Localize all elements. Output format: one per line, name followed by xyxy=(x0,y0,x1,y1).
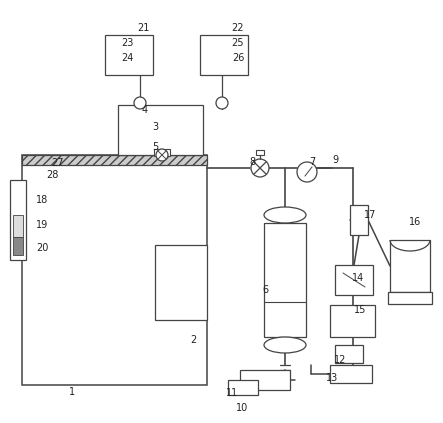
Bar xyxy=(105,35,153,75)
Bar xyxy=(22,155,207,385)
Text: 26: 26 xyxy=(232,53,244,63)
Text: 8: 8 xyxy=(249,157,255,167)
Bar xyxy=(256,150,264,155)
Text: 11: 11 xyxy=(226,388,238,398)
Text: 14: 14 xyxy=(352,273,364,283)
Bar xyxy=(13,215,23,237)
Text: 15: 15 xyxy=(354,305,366,315)
Ellipse shape xyxy=(264,337,306,353)
Text: 5: 5 xyxy=(152,142,158,152)
Circle shape xyxy=(156,149,168,161)
Bar xyxy=(118,105,203,155)
Text: 28: 28 xyxy=(46,170,58,180)
Bar xyxy=(335,345,363,363)
Circle shape xyxy=(134,97,146,109)
Circle shape xyxy=(216,97,228,109)
Circle shape xyxy=(251,159,269,177)
Bar xyxy=(330,365,372,383)
Text: 7: 7 xyxy=(309,157,315,167)
Bar xyxy=(330,305,375,337)
Circle shape xyxy=(297,162,317,182)
Bar xyxy=(22,155,207,165)
Bar xyxy=(240,370,290,390)
Bar xyxy=(228,380,258,395)
Text: 20: 20 xyxy=(36,243,48,253)
Text: 17: 17 xyxy=(364,210,376,220)
Text: 9: 9 xyxy=(332,155,338,165)
Bar xyxy=(335,265,373,295)
Bar xyxy=(154,149,170,156)
Text: 2: 2 xyxy=(190,335,196,345)
Text: 27: 27 xyxy=(52,158,64,168)
Text: 21: 21 xyxy=(137,23,149,33)
Text: 16: 16 xyxy=(409,217,421,227)
Text: 3: 3 xyxy=(152,122,158,132)
Bar xyxy=(388,292,432,304)
Bar xyxy=(264,223,306,337)
Bar xyxy=(390,240,430,292)
Bar xyxy=(155,245,207,320)
Text: 18: 18 xyxy=(36,195,48,205)
Ellipse shape xyxy=(264,207,306,223)
Text: 22: 22 xyxy=(232,23,244,33)
Bar xyxy=(13,237,23,255)
Bar xyxy=(10,180,26,260)
Text: 10: 10 xyxy=(236,403,248,413)
Text: 4: 4 xyxy=(142,105,148,115)
Text: 19: 19 xyxy=(36,220,48,230)
Text: 13: 13 xyxy=(326,373,338,383)
Text: 12: 12 xyxy=(334,355,346,365)
Bar xyxy=(350,205,368,235)
Text: 25: 25 xyxy=(232,38,244,48)
Text: 23: 23 xyxy=(121,38,133,48)
Text: 24: 24 xyxy=(121,53,133,63)
Text: 6: 6 xyxy=(262,285,268,295)
Bar xyxy=(200,35,248,75)
Text: 1: 1 xyxy=(69,387,75,397)
